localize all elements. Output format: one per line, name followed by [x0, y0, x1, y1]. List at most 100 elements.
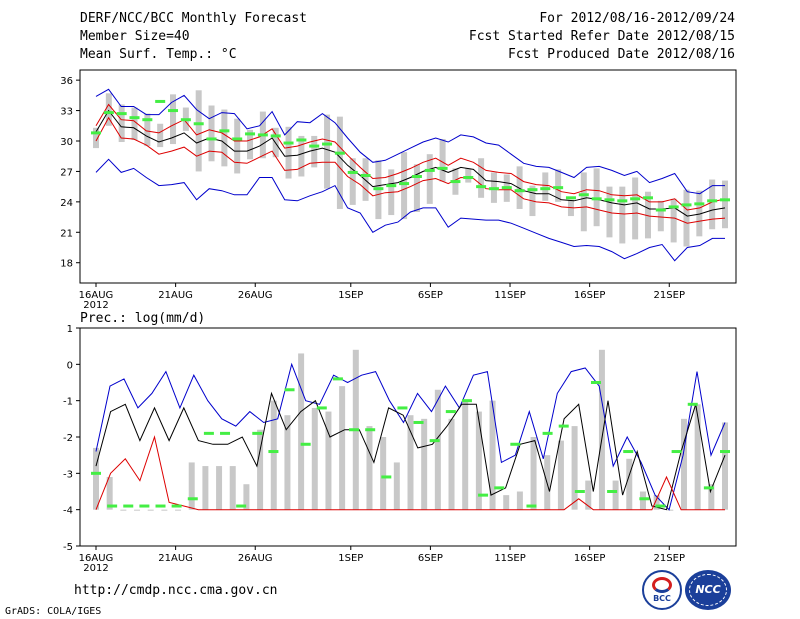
- y-tick-label: 21: [60, 228, 73, 239]
- temp-obs-mark: [592, 197, 602, 200]
- temp-obs-mark: [91, 131, 101, 134]
- temp-range-bar: [722, 181, 728, 229]
- temp-obs-mark: [245, 132, 255, 135]
- y-tick-label: -2: [63, 433, 73, 444]
- precip-obs-mark: [672, 450, 682, 453]
- temp-range-bar: [581, 172, 587, 231]
- precip-bar: [120, 510, 126, 511]
- precip-obs-mark: [478, 494, 488, 497]
- temp-range-bar: [286, 127, 292, 179]
- y-tick-label: -5: [63, 542, 73, 553]
- x-tick-label: 11SEP: [494, 290, 525, 301]
- temp-obs-mark: [617, 199, 627, 202]
- temp-obs-mark: [553, 186, 563, 189]
- temp-obs-mark: [720, 198, 730, 201]
- y-tick-label: 33: [60, 107, 73, 118]
- y-tick-label: 30: [60, 137, 73, 148]
- precip-bar: [449, 419, 455, 510]
- precip-obs-mark: [397, 406, 407, 409]
- temp-range-bar: [658, 201, 664, 231]
- temp-range-bar: [221, 110, 227, 167]
- y-tick-label: -3: [63, 469, 73, 480]
- precip-bar: [148, 510, 154, 511]
- temp-range-bar: [632, 178, 638, 240]
- precip-obs-mark: [365, 428, 375, 431]
- temp-obs-mark: [707, 199, 717, 202]
- temp-range-bar: [209, 106, 215, 162]
- temp-obs-mark: [579, 193, 589, 196]
- temp-obs-mark: [527, 188, 537, 191]
- precip-obs-mark: [607, 490, 617, 493]
- temp-obs-mark: [361, 174, 371, 177]
- precip-bar: [626, 459, 632, 510]
- precip-obs-mark: [430, 439, 440, 442]
- precip-obs-mark: [317, 406, 327, 409]
- y-tick-label: 18: [60, 259, 73, 270]
- precip-bar: [312, 408, 318, 510]
- bcc-logo: BCC: [642, 570, 682, 610]
- precip-bar: [585, 481, 591, 510]
- precip-obs-mark: [268, 450, 278, 453]
- precip-obs-mark: [526, 505, 536, 508]
- temp-range-bar: [465, 168, 471, 182]
- precip-bar: [380, 437, 386, 510]
- precip-obs-mark: [575, 490, 585, 493]
- x-tick-label: 6SEP: [418, 290, 443, 301]
- precip-obs-mark: [704, 486, 714, 489]
- precip-bar: [572, 426, 578, 510]
- x-tick-label: 26AUG: [238, 290, 273, 301]
- temp-obs-mark: [669, 205, 679, 208]
- precip-obs-mark: [559, 425, 569, 428]
- temp-line-min: [96, 159, 725, 260]
- temp-obs-mark: [399, 182, 409, 185]
- temp-obs-mark: [181, 118, 191, 121]
- precip-bar: [462, 401, 468, 510]
- precip-obs-mark: [639, 497, 649, 500]
- temp-obs-mark: [104, 111, 114, 114]
- temp-range-bar: [542, 172, 548, 200]
- precip-bar: [271, 401, 277, 510]
- precip-obs-mark: [301, 443, 311, 446]
- precip-obs-mark: [333, 377, 343, 380]
- forecast-charts: 1821242730333616AUG 21AUG 26AUG 1SEP 6SEP 11S…: [0, 0, 800, 618]
- grads-credit: GrADS: COLA/IGES: [5, 604, 101, 619]
- bcc-logo-text: BCC: [644, 594, 680, 603]
- temp-obs-mark: [604, 198, 614, 201]
- x-year-label: 2012: [83, 563, 108, 574]
- temp-obs-mark: [681, 203, 691, 206]
- precip-obs-mark: [688, 403, 698, 406]
- precip-obs-mark: [494, 486, 504, 489]
- temp-obs-mark: [656, 208, 666, 211]
- y-tick-label: 0: [67, 360, 73, 371]
- precip-obs-mark: [236, 505, 246, 508]
- temp-obs-mark: [386, 184, 396, 187]
- precip-bar: [531, 437, 537, 510]
- precip-bar: [681, 419, 687, 510]
- temp-range-bar: [132, 108, 138, 140]
- x-tick-label: 21AUG: [158, 553, 193, 564]
- temp-obs-mark: [284, 142, 294, 145]
- temp-obs-mark: [117, 112, 127, 115]
- temp-obs-mark: [155, 100, 165, 103]
- temp-range-bar: [298, 136, 304, 177]
- x-year-label: 2012: [83, 300, 108, 311]
- temp-range-bar: [119, 104, 125, 142]
- temp-line-max: [96, 89, 725, 193]
- temp-range-bar: [324, 115, 330, 189]
- precip-bar: [558, 441, 564, 510]
- temp-obs-mark: [130, 116, 140, 119]
- precip-obs-mark: [204, 432, 214, 435]
- precip-bar: [640, 492, 646, 510]
- temp-range-bar: [196, 90, 202, 171]
- x-tick-label: 21SEP: [654, 290, 685, 301]
- precip-obs-mark: [139, 505, 149, 508]
- precip-bar: [216, 466, 222, 510]
- precip-obs-mark: [623, 450, 633, 453]
- source-url[interactable]: http://cmdp.ncc.cma.gov.cn: [74, 583, 278, 598]
- temp-range-bar: [683, 190, 689, 247]
- precip-bar: [613, 481, 619, 510]
- plot-frame-0: [80, 70, 736, 283]
- precip-obs-mark: [188, 497, 198, 500]
- precip-bar: [366, 426, 372, 510]
- temp-obs-mark: [142, 118, 152, 121]
